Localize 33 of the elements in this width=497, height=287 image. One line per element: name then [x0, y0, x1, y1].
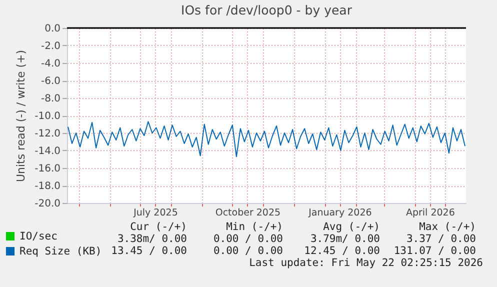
y-tick-label: -2.0: [40, 41, 60, 52]
legend-label: IO/sec: [20, 230, 58, 242]
line-series: [68, 121, 466, 158]
text: 3.37 / 0.00: [406, 233, 476, 245]
y-tick-label: 0.0: [44, 24, 60, 34]
x-tick-label: April 2026: [406, 208, 455, 218]
text: Cur (-/+): [130, 221, 187, 233]
text: Avg (-/+): [323, 221, 380, 233]
y-axis-title: Units read (-) / write (+): [14, 50, 28, 182]
legend-label: Req Size (KB): [20, 245, 102, 258]
text: 3.38m/ 0.00: [117, 233, 187, 245]
chart-title: IOs for /dev/loop0 - by year: [181, 2, 353, 18]
text: 3.79m/ 0.00: [310, 233, 380, 245]
x-tick-label: January 2026: [308, 208, 372, 218]
y-tick-label: -14.0: [34, 146, 60, 157]
text: 12.45 / 0.00: [304, 245, 380, 257]
y-tick-label: -18.0: [34, 181, 60, 192]
y-tick-label: -12.0: [34, 128, 60, 140]
x-tick-label: July 2025: [132, 208, 178, 218]
x-tick-label: October 2025: [215, 208, 281, 218]
text: Min (-/+): [226, 221, 283, 233]
y-tick-label: -20.0: [34, 198, 60, 210]
y-tick-label: -16.0: [34, 164, 60, 174]
y-tick-label: -8.0: [40, 94, 60, 104]
y-tick-label: -4.0: [40, 58, 60, 70]
text: 13.45 / 0.00: [111, 245, 187, 257]
text: 131.07 / 0.00: [394, 245, 476, 257]
text: Max (-/+): [419, 221, 476, 233]
y-tick-label: -10.0: [34, 111, 60, 122]
text: Last update: Fri May 22 02:25:15 2026: [249, 257, 483, 269]
text: 0.00 / 0.00: [213, 233, 283, 245]
text: 0.00 / 0.00: [213, 245, 283, 257]
y-tick-label: -6.0: [40, 76, 60, 87]
